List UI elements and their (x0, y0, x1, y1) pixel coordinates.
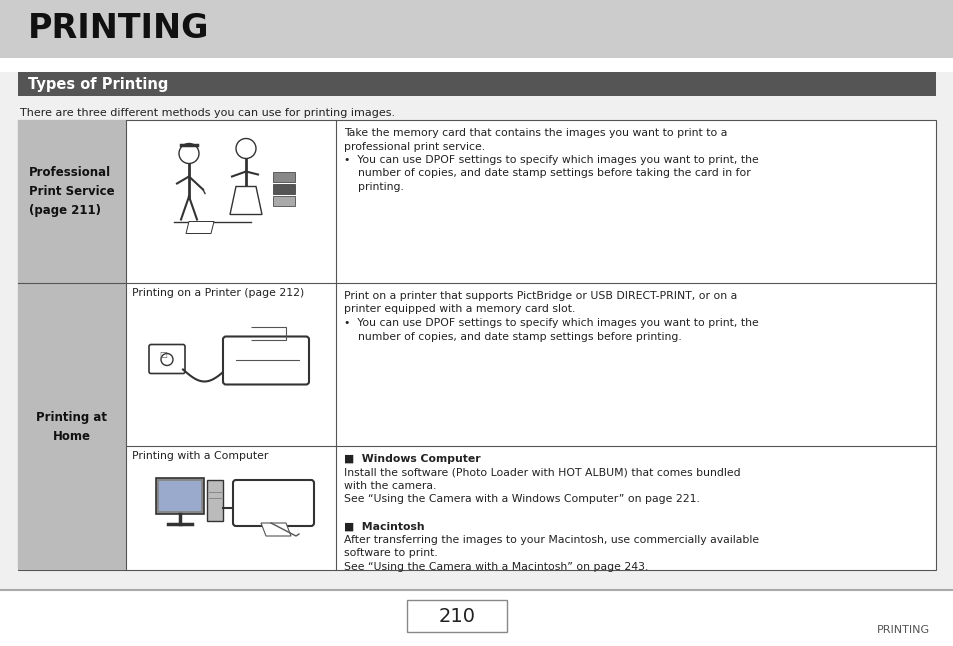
Text: PRINTING: PRINTING (28, 12, 210, 45)
Text: professional print service.: professional print service. (344, 141, 485, 152)
Text: with the camera.: with the camera. (344, 481, 436, 491)
Bar (407, 600, 506, 632)
Text: Printing on a Printer (page 212): Printing on a Printer (page 212) (132, 288, 304, 298)
Text: See “Using the Camera with a Windows Computer” on page 221.: See “Using the Camera with a Windows Com… (344, 494, 700, 505)
Text: •  You can use DPOF settings to specify which images you want to print, the: • You can use DPOF settings to specify w… (344, 155, 758, 165)
Bar (156, 478, 204, 514)
Text: Professional
Print Service
(page 211): Professional Print Service (page 211) (30, 166, 114, 217)
Bar (18, 72, 935, 96)
Text: ■  Macintosh: ■ Macintosh (344, 521, 424, 532)
Polygon shape (261, 523, 291, 536)
Text: There are three different methods you can use for printing images.: There are three different methods you ca… (20, 108, 395, 118)
Bar (0, 590, 953, 646)
Circle shape (161, 353, 172, 366)
Bar (273, 196, 294, 205)
Text: •  You can use DPOF settings to specify which images you want to print, the: • You can use DPOF settings to specify w… (344, 318, 758, 328)
Text: printing.: printing. (344, 182, 403, 192)
Circle shape (235, 138, 255, 158)
Bar (18, 120, 935, 570)
Bar (273, 183, 294, 194)
Text: See “Using the Camera with a Macintosh” on page 243.: See “Using the Camera with a Macintosh” … (344, 562, 648, 572)
Text: Take the memory card that contains the images you want to print to a: Take the memory card that contains the i… (344, 128, 726, 138)
Text: □: □ (159, 351, 167, 360)
FancyBboxPatch shape (223, 337, 309, 384)
Text: Print on a printer that supports PictBridge or USB DIRECT-PRINT, or on a: Print on a printer that supports PictBri… (344, 291, 737, 301)
Bar (18, 120, 126, 570)
Polygon shape (230, 187, 262, 214)
Bar (0, 58, 953, 72)
Text: PRINTING: PRINTING (876, 625, 929, 635)
Text: ■  Windows Computer: ■ Windows Computer (344, 454, 480, 464)
Bar (159, 481, 201, 511)
Text: number of copies, and date stamp settings before taking the card in for: number of copies, and date stamp setting… (344, 169, 750, 178)
Text: After transferring the images to your Macintosh, use commercially available: After transferring the images to your Ma… (344, 535, 759, 545)
Text: 210: 210 (438, 607, 475, 625)
Circle shape (179, 143, 199, 163)
FancyBboxPatch shape (149, 344, 185, 373)
Text: number of copies, and date stamp settings before printing.: number of copies, and date stamp setting… (344, 331, 681, 342)
Bar (0, 0, 953, 58)
Text: printer equipped with a memory card slot.: printer equipped with a memory card slot… (344, 304, 575, 315)
FancyBboxPatch shape (233, 480, 314, 526)
Text: Install the software (Photo Loader with HOT ALBUM) that comes bundled: Install the software (Photo Loader with … (344, 468, 740, 477)
Polygon shape (186, 222, 213, 233)
Bar (207, 480, 223, 521)
Text: Printing with a Computer: Printing with a Computer (132, 451, 268, 461)
Bar (273, 171, 294, 182)
Text: software to print.: software to print. (344, 548, 437, 559)
Text: Types of Printing: Types of Printing (28, 76, 168, 92)
Text: Printing at
Home: Printing at Home (36, 410, 108, 443)
